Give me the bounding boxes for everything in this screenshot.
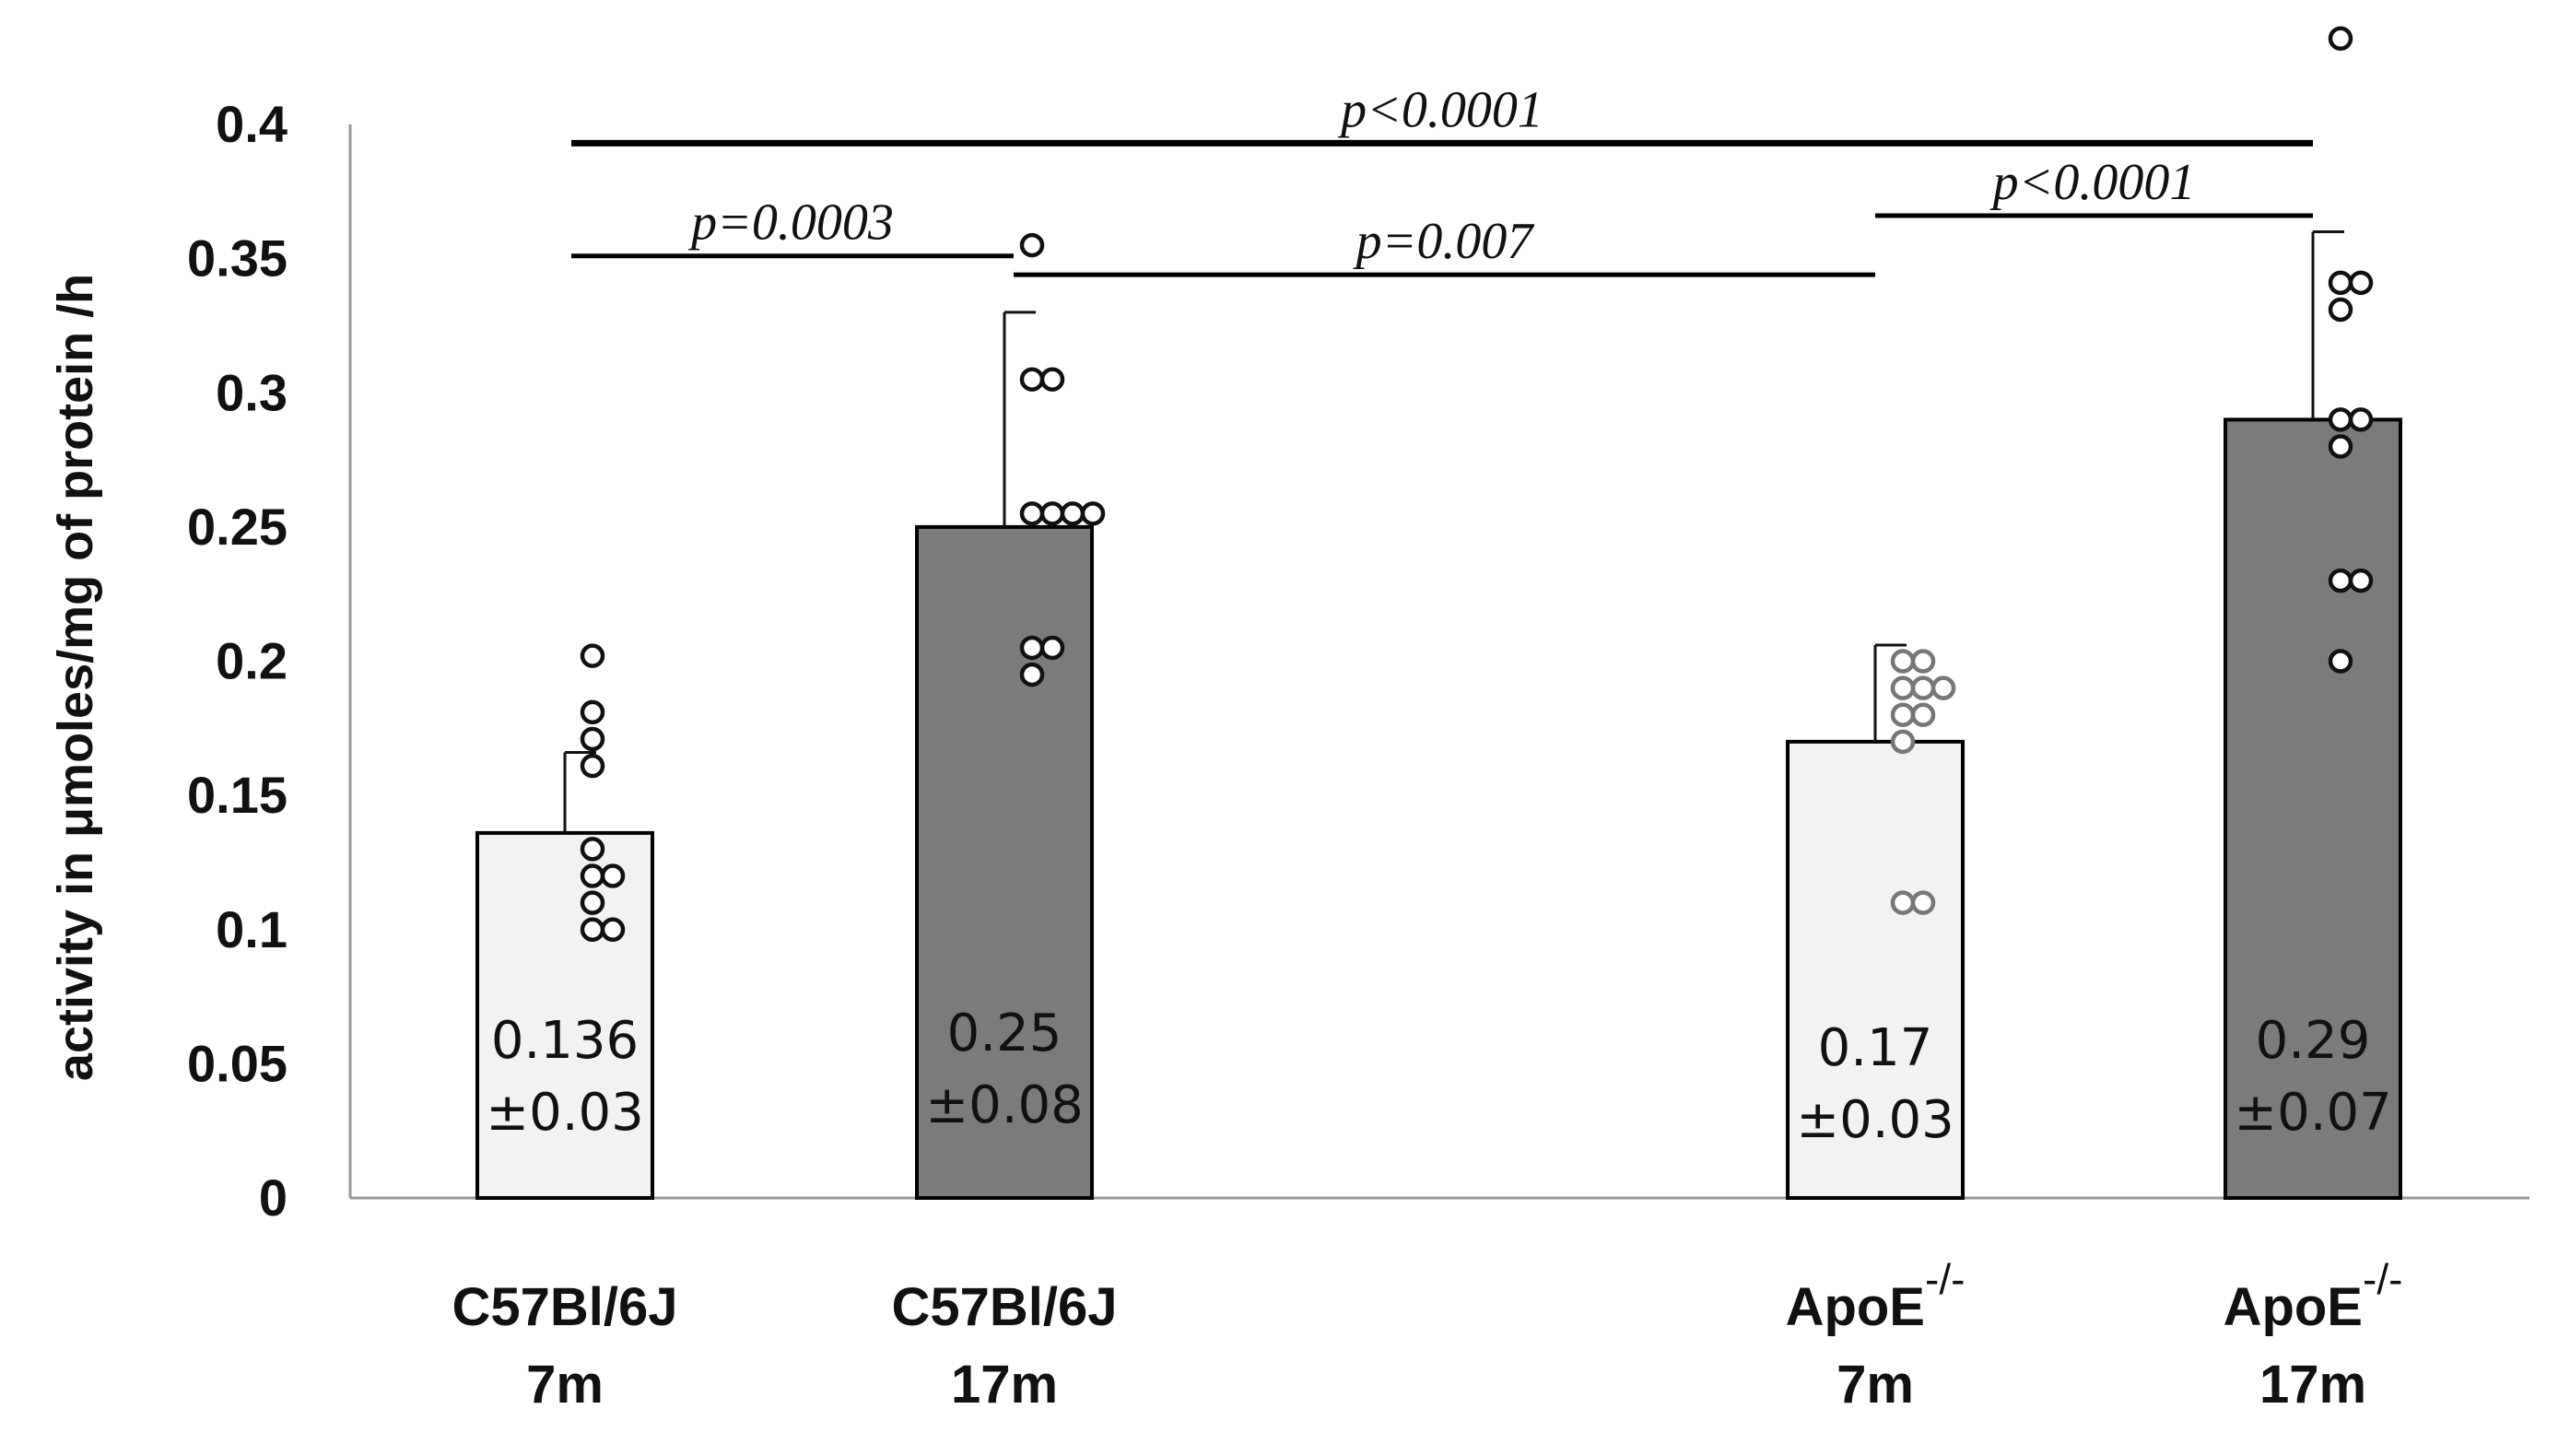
data-point — [580, 837, 605, 862]
data-point — [1890, 675, 1916, 700]
p-value-label: p<0.0001 — [1989, 154, 2196, 211]
data-point — [580, 726, 605, 752]
data-point — [1019, 501, 1045, 526]
data-point — [2328, 270, 2353, 296]
data-point — [1890, 729, 1916, 755]
y-tick-label: 0.35 — [187, 229, 288, 288]
data-point — [2328, 649, 2353, 674]
data-point — [1019, 662, 1045, 687]
data-point — [1039, 635, 1065, 661]
data-point — [580, 917, 605, 942]
category-age-label: 17m — [2259, 1355, 2366, 1415]
data-point — [2328, 297, 2353, 323]
data-point — [1060, 501, 1086, 526]
category-label: ApoE-/- — [1786, 1255, 1966, 1337]
data-point — [2348, 568, 2374, 593]
y-tick-label: 0.1 — [216, 900, 288, 958]
p-value-label: p=0.007 — [1353, 213, 1535, 270]
bar-value-label: ±0.08 — [925, 1075, 1084, 1135]
data-point — [600, 863, 626, 888]
data-point — [1890, 890, 1916, 915]
bar-value-label: 0.17 — [1818, 1018, 1933, 1078]
data-point — [2328, 26, 2353, 52]
category-name: C57Bl/6J — [452, 1277, 677, 1337]
data-point — [1910, 675, 1936, 700]
error-bars — [563, 230, 2344, 833]
bars — [475, 417, 2402, 1201]
data-point — [1910, 890, 1936, 915]
data-point — [1930, 675, 1956, 700]
value-labels: 0.136 ±0.03 0.25 ±0.08 0.17 ±0.03 0.29 ±0.07 — [486, 1004, 2392, 1150]
y-tick-label: 0.3 — [216, 363, 288, 421]
y-tick-label: 0 — [259, 1168, 288, 1227]
bar — [475, 830, 654, 1201]
data-point — [580, 753, 605, 779]
data-point — [2328, 434, 2353, 459]
category-label: C57Bl/6J — [452, 1277, 677, 1337]
data-point — [580, 699, 605, 725]
category-name: C57Bl/6J — [891, 1277, 1117, 1337]
data-point — [580, 890, 605, 915]
bar-value-label: 0.29 — [2256, 1011, 2371, 1071]
bar-value-label: ±0.03 — [486, 1083, 644, 1143]
category-name: ApoE — [2224, 1277, 2363, 1337]
data-points — [580, 26, 2374, 942]
category-name: ApoE — [1786, 1277, 1925, 1337]
y-tick-label: 0.2 — [216, 632, 288, 690]
data-point — [2328, 407, 2353, 432]
category-age-label: 17m — [951, 1355, 1058, 1415]
category-superscript: -/- — [1925, 1255, 1965, 1303]
data-point — [1910, 702, 1936, 727]
y-tick-label: 0.25 — [187, 498, 288, 556]
data-point — [580, 863, 605, 888]
bar — [1786, 739, 1965, 1200]
y-tick-label: 0.4 — [216, 95, 288, 153]
data-point — [580, 643, 605, 668]
data-point — [1019, 635, 1045, 661]
significance-brackets: p<0.0001 p=0.0003 p=0.007 p<0.0001 — [571, 81, 2313, 277]
data-point — [2348, 270, 2374, 296]
category-superscript: -/- — [2363, 1255, 2402, 1303]
bar — [2224, 417, 2402, 1200]
bar-value-label: ±0.03 — [1796, 1090, 1954, 1150]
data-point — [1080, 501, 1106, 526]
p-value-label: p<0.0001 — [1337, 81, 1543, 138]
data-point — [1019, 232, 1045, 258]
data-point — [2348, 407, 2374, 432]
data-point — [1039, 367, 1065, 392]
y-tick-label: 0.15 — [187, 766, 288, 824]
data-point — [1910, 649, 1936, 674]
data-point — [1039, 501, 1065, 526]
category-label: ApoE-/- — [2224, 1255, 2403, 1337]
y-tick-label: 0.05 — [187, 1034, 288, 1092]
bar-value-label: 0.25 — [947, 1004, 1062, 1063]
category-age-label: 7m — [526, 1355, 604, 1415]
bar-value-label: ±0.07 — [2234, 1083, 2392, 1143]
y-axis-ticks: 0 0.05 0.1 0.15 0.2 0.25 0.3 0.35 0.4 — [187, 95, 288, 1227]
data-point — [1019, 367, 1045, 392]
category-label: C57Bl/6J — [891, 1277, 1117, 1337]
p-value-label: p=0.0003 — [687, 194, 894, 252]
data-point — [1890, 702, 1916, 727]
data-point — [2328, 568, 2353, 593]
y-axis-label: activity in μmoles/mg of protein /h — [48, 274, 103, 1081]
bar-value-label: 0.136 — [491, 1011, 639, 1071]
category-age-label: 7m — [1837, 1355, 1914, 1415]
data-point — [600, 917, 626, 942]
data-point — [1890, 649, 1916, 674]
